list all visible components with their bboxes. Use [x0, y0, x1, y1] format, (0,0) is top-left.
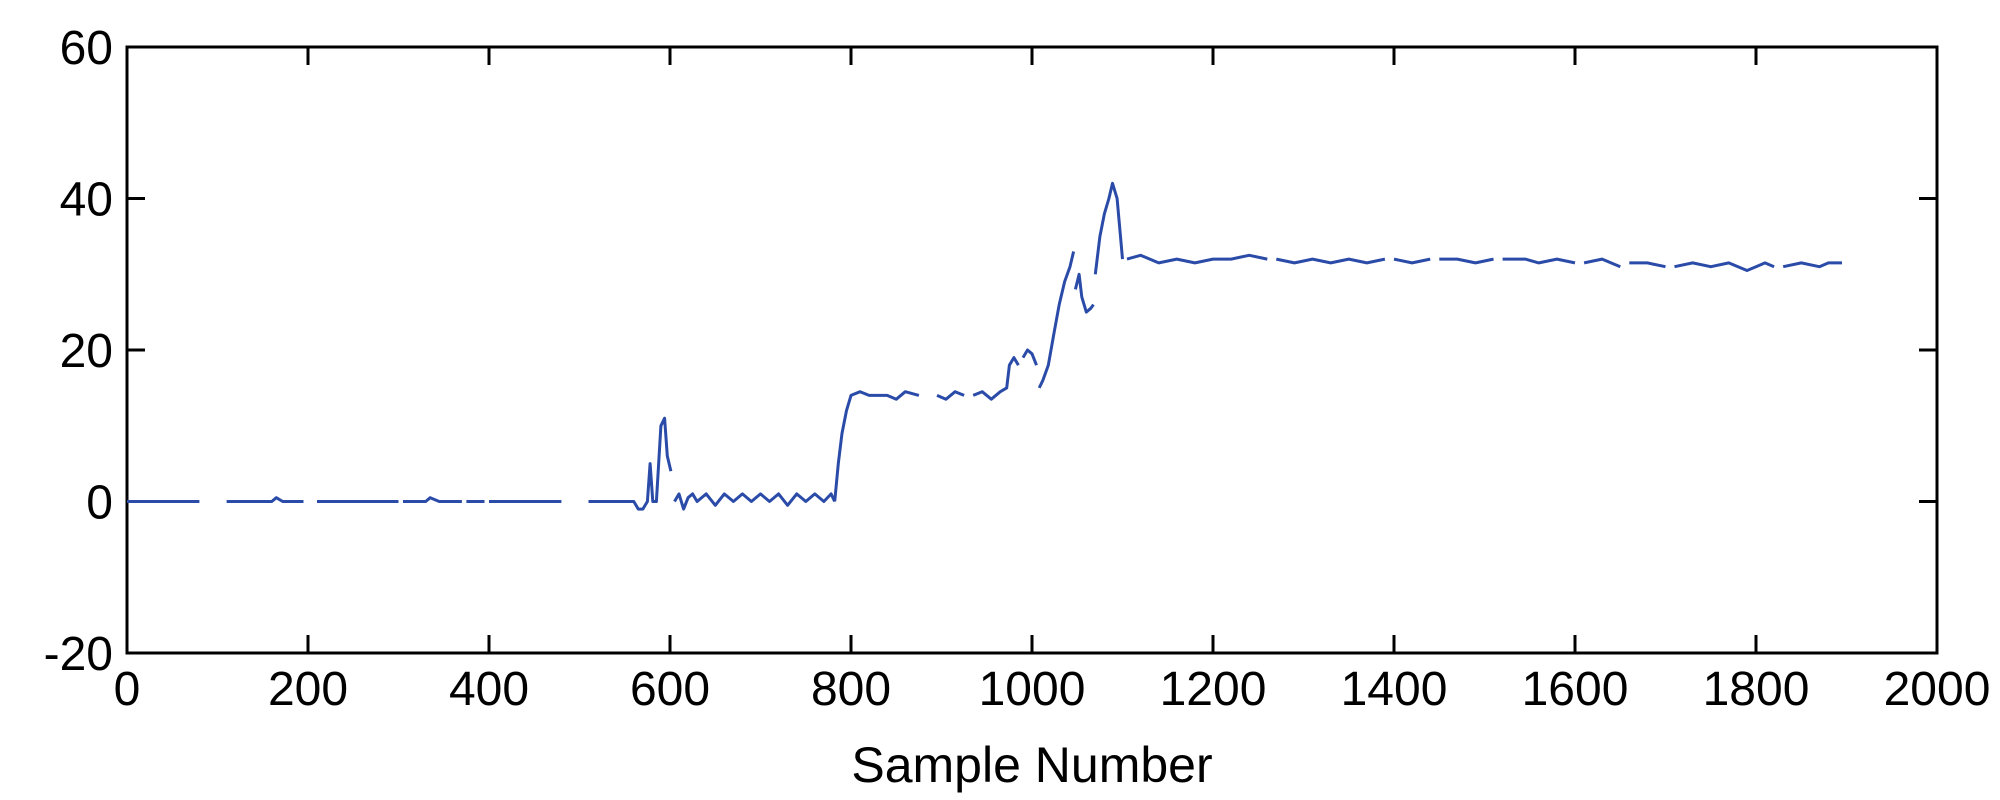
y-tick-label: 20 — [60, 325, 113, 378]
x-tick-label: 400 — [449, 663, 529, 716]
series-line-segment — [833, 390, 920, 502]
x-axis: 0 200 400 600 800 1000 1200 1400 1600 1800 2000 — [114, 47, 1991, 716]
x-axis-title: Sample Number — [851, 737, 1212, 793]
series-line-segment — [936, 390, 965, 401]
series-line-segment — [1073, 272, 1095, 314]
x-tick-label: 0 — [114, 663, 141, 716]
plot-area — [125, 45, 1939, 655]
series-line-segment — [1502, 257, 1576, 265]
series-line-segment — [1629, 261, 1666, 269]
series-line-segment — [1393, 257, 1431, 265]
series-line-segment — [1021, 348, 1038, 366]
x-tick-label: 1600 — [1522, 663, 1629, 716]
series-line-segment — [1439, 257, 1494, 265]
x-tick-label: 1800 — [1703, 663, 1810, 716]
series-line-segment — [1037, 251, 1076, 389]
series-line-segment — [673, 492, 837, 511]
series-line-segment — [226, 496, 304, 503]
x-tick-label: 200 — [268, 663, 348, 716]
series-line-segment — [1126, 253, 1268, 265]
x-tick-label: 800 — [811, 663, 891, 716]
data-series — [127, 181, 1842, 511]
y-tick-label: -20 — [44, 628, 113, 681]
series-line-segment — [1583, 257, 1621, 269]
series-line-segment — [403, 496, 462, 503]
series-line-segment — [1782, 261, 1842, 269]
x-tick-label: 1400 — [1341, 663, 1448, 716]
y-tick-label: 40 — [60, 174, 113, 227]
series-line-segment — [1674, 261, 1775, 272]
x-tick-label: 1000 — [979, 663, 1086, 716]
x-tick-label: 1200 — [1160, 663, 1267, 716]
x-tick-label: 600 — [630, 663, 710, 716]
y-tick-label: 60 — [60, 22, 113, 75]
y-axis: -20 0 20 40 60 — [44, 22, 1937, 681]
series-line-segment — [1093, 181, 1124, 275]
y-tick-label: 0 — [86, 477, 113, 530]
x-tick-label: 2000 — [1884, 663, 1991, 716]
series-line-segment — [588, 416, 673, 511]
series-line-segment — [1275, 257, 1386, 265]
series-line-segment — [972, 356, 1020, 401]
